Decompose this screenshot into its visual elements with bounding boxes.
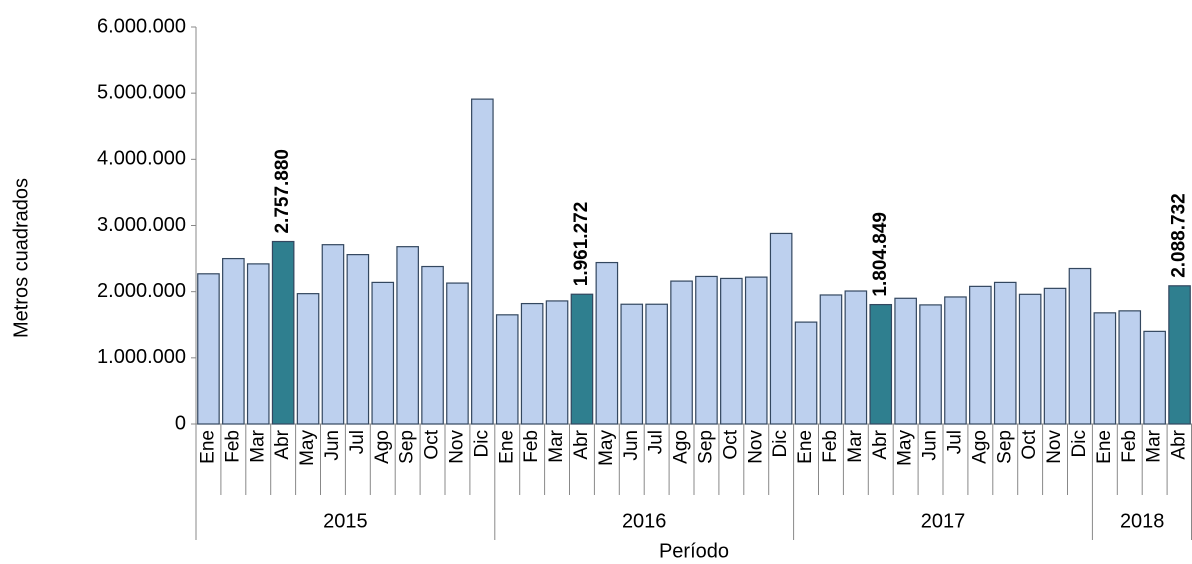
value-label: 2.757.880 bbox=[272, 149, 293, 234]
bar bbox=[1143, 330, 1166, 425]
y-tick-label: 6.000.000 bbox=[97, 15, 186, 37]
y-tick-label: 4.000.000 bbox=[97, 148, 186, 170]
x-tick-label: Mar bbox=[845, 429, 866, 462]
x-axis-title: Período bbox=[659, 540, 729, 562]
bar bbox=[321, 244, 345, 425]
bar bbox=[620, 303, 644, 425]
group-label: 2018 bbox=[1120, 510, 1165, 532]
bar bbox=[894, 297, 917, 425]
bar bbox=[993, 281, 1017, 425]
x-tick-label: Mar bbox=[546, 429, 567, 462]
x-tick-label: Abr bbox=[571, 429, 592, 459]
bar bbox=[595, 261, 619, 425]
x-tick-label: Jun bbox=[621, 430, 642, 461]
bar bbox=[1018, 293, 1042, 425]
x-tick-label: Mar bbox=[1144, 429, 1165, 462]
x-tick-label: Sep bbox=[695, 430, 716, 464]
x-tick-label: Feb bbox=[820, 430, 841, 463]
group-label: 2015 bbox=[323, 510, 368, 532]
highlight-bar bbox=[271, 240, 295, 425]
bar bbox=[446, 282, 469, 425]
x-tick-label: May bbox=[596, 430, 617, 466]
bar bbox=[695, 275, 718, 425]
x-tick-label: Ene bbox=[1094, 430, 1115, 464]
bar bbox=[545, 300, 569, 425]
x-tick-label: Jun bbox=[322, 430, 343, 461]
bar bbox=[197, 273, 220, 425]
x-tick-label: Ene bbox=[197, 430, 218, 464]
bar bbox=[371, 281, 395, 425]
x-tick-label: Mar bbox=[247, 429, 268, 462]
x-tick-label: Oct bbox=[1019, 429, 1040, 459]
bar bbox=[495, 314, 519, 425]
x-tick-label: May bbox=[297, 430, 318, 466]
x-tick-label: Oct bbox=[720, 429, 741, 459]
x-tick-label: Feb bbox=[521, 430, 542, 463]
bar bbox=[944, 296, 967, 425]
value-label: 1.961.272 bbox=[571, 202, 592, 287]
x-tick-label: Jul bbox=[646, 430, 667, 454]
x-tick-label: Feb bbox=[1119, 430, 1140, 463]
bar bbox=[819, 294, 843, 425]
bar bbox=[296, 293, 320, 425]
x-tick-label: Ago bbox=[969, 430, 990, 464]
x-tick-label: Ene bbox=[795, 430, 816, 464]
group-label: 2016 bbox=[622, 510, 667, 532]
x-tick-label: Dic bbox=[770, 430, 791, 457]
x-tick-label: Feb bbox=[222, 430, 243, 463]
x-tick-label: Jul bbox=[944, 430, 965, 454]
y-tick-label: 0 bbox=[175, 412, 186, 434]
bar bbox=[1093, 312, 1117, 425]
bar bbox=[720, 277, 743, 425]
bar bbox=[471, 98, 494, 425]
x-tick-label: May bbox=[895, 430, 916, 466]
highlight-bar bbox=[869, 303, 893, 425]
x-tick-label: Jun bbox=[920, 430, 941, 461]
value-label: 2.088.732 bbox=[1169, 193, 1190, 278]
bar bbox=[1043, 287, 1067, 425]
x-tick-label: Nov bbox=[1044, 430, 1065, 464]
y-tick-label: 5.000.000 bbox=[97, 81, 186, 103]
x-tick-label: Abr bbox=[272, 429, 293, 459]
bar bbox=[670, 280, 693, 425]
x-tick-label: Dic bbox=[1069, 430, 1090, 457]
x-tick-label: Sep bbox=[397, 430, 418, 464]
x-tick-label: Abr bbox=[870, 429, 891, 459]
bar bbox=[346, 254, 370, 425]
x-tick-label: Nov bbox=[745, 430, 766, 464]
x-tick-label: Nov bbox=[446, 430, 467, 464]
bar bbox=[421, 265, 444, 425]
x-tick-label: Ene bbox=[496, 430, 517, 464]
bar bbox=[396, 246, 419, 425]
bar bbox=[919, 304, 942, 425]
bar bbox=[645, 303, 668, 425]
bar bbox=[794, 321, 818, 425]
bar bbox=[769, 232, 793, 425]
y-tick-label: 1.000.000 bbox=[97, 346, 186, 368]
highlight-bar bbox=[1168, 285, 1191, 425]
highlight-bar bbox=[570, 293, 594, 425]
group-label: 2017 bbox=[921, 510, 966, 532]
x-tick-label: Jul bbox=[347, 430, 368, 454]
bar bbox=[222, 257, 245, 425]
x-tick-label: Sep bbox=[994, 430, 1015, 464]
x-tick-label: Ago bbox=[671, 430, 692, 464]
x-tick-label: Abr bbox=[1169, 429, 1190, 459]
bar bbox=[246, 263, 270, 425]
y-tick-label: 2.000.000 bbox=[97, 280, 186, 302]
x-tick-label: Dic bbox=[471, 430, 492, 457]
value-label: 1.804.849 bbox=[870, 212, 891, 297]
bar bbox=[520, 302, 544, 425]
y-tick-label: 3.000.000 bbox=[97, 214, 186, 236]
bar bbox=[744, 276, 768, 425]
bar bbox=[1118, 310, 1142, 425]
bar bbox=[969, 285, 992, 425]
x-tick-label: Ago bbox=[372, 430, 393, 464]
bar bbox=[844, 290, 868, 425]
bar bbox=[1068, 267, 1092, 425]
y-axis-title: Metros cuadrados bbox=[10, 178, 32, 338]
x-tick-label: Oct bbox=[422, 429, 443, 459]
